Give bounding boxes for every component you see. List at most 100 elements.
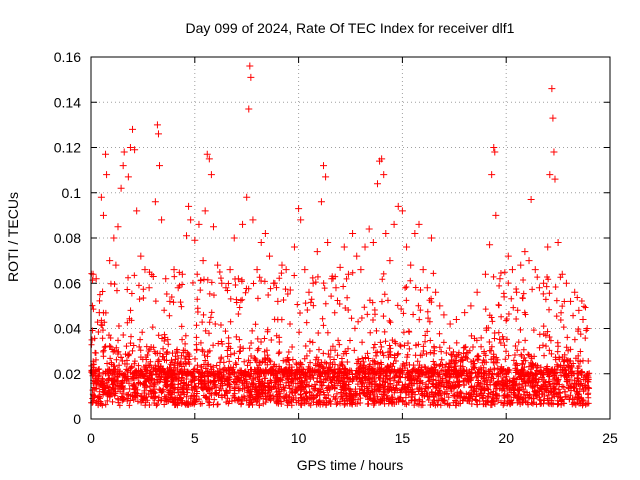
background-point xyxy=(365,379,372,386)
background-point xyxy=(233,296,240,303)
background-point xyxy=(246,345,253,352)
background-point xyxy=(463,349,470,356)
background-point xyxy=(89,277,96,284)
background-point xyxy=(252,374,259,381)
background-point xyxy=(408,382,415,389)
background-point xyxy=(498,399,505,406)
background-point xyxy=(426,318,433,325)
background-point xyxy=(217,359,224,366)
background-point xyxy=(107,355,114,362)
background-point xyxy=(546,290,553,297)
background-point xyxy=(312,279,319,286)
background-point xyxy=(165,370,172,377)
background-point xyxy=(403,359,410,366)
background-point xyxy=(488,370,495,377)
background-point xyxy=(128,363,135,370)
background-point xyxy=(371,341,378,348)
background-point xyxy=(425,315,432,322)
background-point xyxy=(484,385,491,392)
background-point xyxy=(443,390,450,397)
background-point xyxy=(510,394,517,401)
background-point xyxy=(110,381,117,388)
background-point xyxy=(252,384,259,391)
background-point xyxy=(126,402,133,409)
background-point xyxy=(179,399,186,406)
background-point xyxy=(349,401,356,408)
background-point xyxy=(446,378,453,385)
background-point xyxy=(513,316,520,323)
background-point xyxy=(513,360,520,367)
background-point xyxy=(143,370,150,377)
background-point xyxy=(476,398,483,405)
background-point xyxy=(490,351,497,358)
background-point xyxy=(345,345,352,352)
background-point xyxy=(308,383,315,390)
background-point xyxy=(103,390,110,397)
background-point xyxy=(98,317,105,324)
background-point xyxy=(218,338,225,345)
background-point xyxy=(244,384,251,391)
roti-point xyxy=(249,216,257,224)
background-point xyxy=(381,400,388,407)
roti-point xyxy=(226,266,234,274)
roti-point xyxy=(440,311,448,319)
background-point xyxy=(146,402,153,409)
roti-data-points xyxy=(88,62,591,344)
background-point xyxy=(298,369,305,376)
background-point xyxy=(320,376,327,383)
background-point xyxy=(485,324,492,331)
roti-point xyxy=(436,302,444,310)
background-point xyxy=(141,387,148,394)
background-point xyxy=(175,377,182,384)
background-point xyxy=(473,374,480,381)
background-point xyxy=(478,334,485,341)
roti-point xyxy=(550,148,558,156)
roti-point xyxy=(369,239,377,247)
background-point xyxy=(135,282,142,289)
background-point xyxy=(208,366,215,373)
background-point xyxy=(516,386,523,393)
background-point xyxy=(327,354,334,361)
background-point xyxy=(575,378,582,385)
background-point xyxy=(420,343,427,350)
background-point xyxy=(400,385,407,392)
background-point xyxy=(275,350,282,357)
background-point xyxy=(357,400,364,407)
background-point xyxy=(158,389,165,396)
background-point xyxy=(178,352,185,359)
background-point xyxy=(182,332,189,339)
roti-point xyxy=(575,306,583,314)
background-point xyxy=(547,337,554,344)
background-point xyxy=(386,342,393,349)
background-point xyxy=(224,375,231,382)
background-point xyxy=(304,306,311,313)
background-point xyxy=(423,368,430,375)
background-point xyxy=(165,391,172,398)
background-point xyxy=(306,389,313,396)
background-point xyxy=(404,354,411,361)
background-point xyxy=(480,392,487,399)
background-point xyxy=(178,323,185,330)
background-point xyxy=(240,345,247,352)
background-point xyxy=(445,394,452,401)
background-point xyxy=(352,400,359,407)
background-point xyxy=(127,307,134,314)
background-point xyxy=(495,301,502,308)
background-point xyxy=(206,402,213,409)
background-point xyxy=(524,377,531,384)
background-point xyxy=(207,390,214,397)
background-point xyxy=(552,356,559,363)
background-point xyxy=(164,336,171,343)
background-point xyxy=(460,344,467,351)
background-point xyxy=(558,309,565,316)
background-point xyxy=(320,322,327,329)
background-point xyxy=(522,337,529,344)
background-point xyxy=(236,348,243,355)
background-point xyxy=(285,357,292,364)
background-point xyxy=(377,359,384,366)
background-point xyxy=(132,367,139,374)
background-point xyxy=(184,386,191,393)
background-point xyxy=(400,329,407,336)
background-point xyxy=(485,390,492,397)
background-point xyxy=(131,360,138,367)
